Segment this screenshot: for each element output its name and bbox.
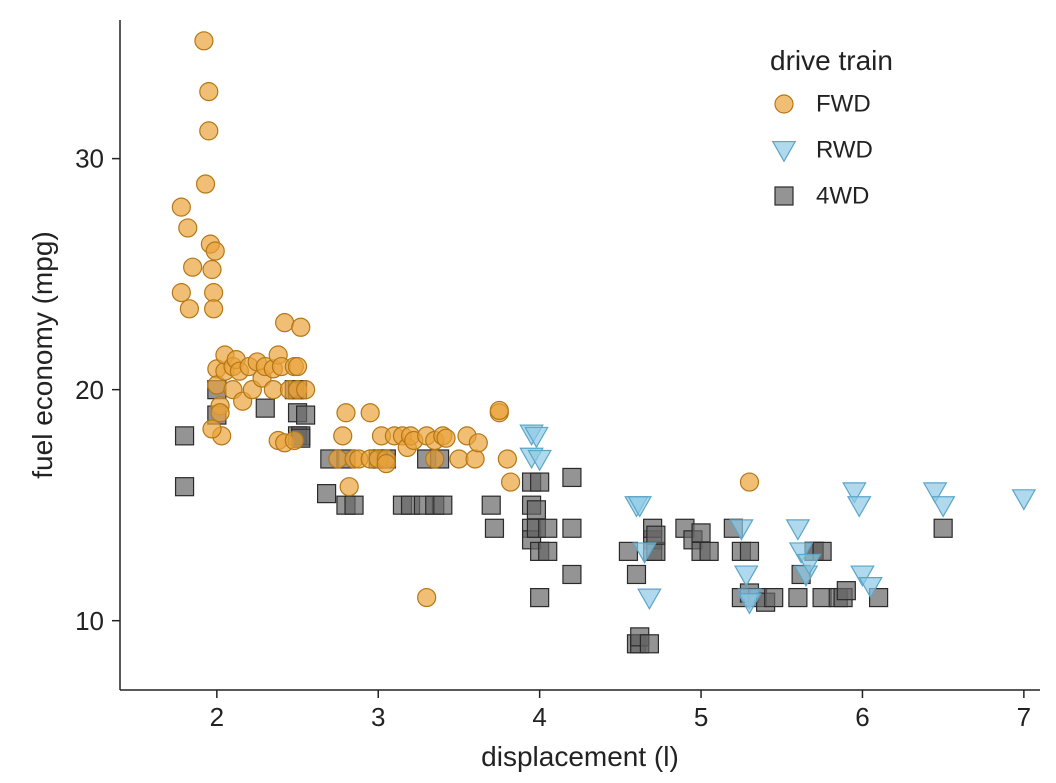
data-point: [340, 478, 358, 496]
data-point: [426, 450, 444, 468]
data-point: [176, 427, 194, 445]
data-point: [527, 501, 545, 519]
data-point: [197, 175, 215, 193]
x-tick-label: 7: [1017, 702, 1031, 732]
data-point: [195, 32, 213, 50]
data-point: [740, 473, 758, 491]
data-point: [563, 519, 581, 537]
data-point: [172, 284, 190, 302]
data-point: [377, 455, 395, 473]
data-point: [184, 258, 202, 276]
data-point: [692, 524, 710, 542]
data-point: [337, 404, 355, 422]
data-point: [289, 358, 307, 376]
x-tick-label: 5: [694, 702, 708, 732]
data-point: [437, 429, 455, 447]
data-point: [498, 450, 516, 468]
data-point: [740, 542, 758, 560]
data-point: [205, 300, 223, 318]
data-point: [418, 589, 436, 607]
data-point: [203, 420, 221, 438]
data-point: [276, 314, 294, 332]
legend-title: drive train: [770, 45, 893, 76]
legend-item-label: 4WD: [816, 183, 869, 210]
data-point: [775, 187, 793, 205]
data-point: [563, 468, 581, 486]
data-point: [813, 589, 831, 607]
data-point: [563, 565, 581, 583]
x-tick-label: 6: [855, 702, 869, 732]
legend-item-label: FWD: [816, 91, 871, 118]
data-point: [434, 496, 452, 514]
data-point: [297, 381, 315, 399]
data-point: [539, 542, 557, 560]
data-point: [485, 519, 503, 537]
data-point: [531, 473, 549, 491]
y-tick-label: 10: [75, 606, 104, 636]
data-point: [205, 284, 223, 302]
data-point: [292, 318, 310, 336]
data-point: [502, 473, 520, 491]
data-point: [450, 450, 468, 468]
data-point: [211, 404, 229, 422]
data-point: [200, 83, 218, 101]
data-point: [172, 198, 190, 216]
data-point: [180, 300, 198, 318]
data-point: [531, 589, 549, 607]
data-point: [789, 589, 807, 607]
data-point: [345, 496, 363, 514]
data-point: [318, 485, 336, 503]
data-point: [482, 496, 500, 514]
y-axis-label: fuel economy (mpg): [27, 231, 58, 478]
data-point: [765, 589, 783, 607]
data-point: [700, 542, 718, 560]
x-tick-label: 4: [532, 702, 546, 732]
scatter-chart: 2 3 4 5 6 7 10 20 30 displacement (l) fuel economy…: [0, 0, 1056, 783]
data-point: [297, 406, 315, 424]
data-point: [206, 242, 224, 260]
data-point: [490, 401, 508, 419]
data-point: [329, 450, 347, 468]
data-point: [640, 635, 658, 653]
legend-item-label: RWD: [816, 137, 873, 164]
data-point: [334, 427, 352, 445]
data-point: [203, 261, 221, 279]
x-tick-label: 2: [210, 702, 224, 732]
data-point: [775, 95, 793, 113]
data-point: [466, 450, 484, 468]
x-axis-label: displacement (l): [481, 741, 679, 772]
data-point: [469, 434, 487, 452]
data-point: [200, 122, 218, 140]
data-point: [647, 526, 665, 544]
data-point: [285, 431, 303, 449]
data-point: [627, 565, 645, 583]
data-point: [837, 582, 855, 600]
data-point: [176, 478, 194, 496]
data-point: [179, 219, 197, 237]
data-point: [361, 404, 379, 422]
data-point: [264, 381, 282, 399]
chart-svg: 2 3 4 5 6 7 10 20 30 displacement (l) fuel economy…: [0, 0, 1056, 783]
y-tick-label: 30: [75, 144, 104, 174]
x-tick-label: 3: [371, 702, 385, 732]
y-tick-label: 20: [75, 375, 104, 405]
data-point: [539, 519, 557, 537]
data-point: [934, 519, 952, 537]
data-point: [256, 399, 274, 417]
